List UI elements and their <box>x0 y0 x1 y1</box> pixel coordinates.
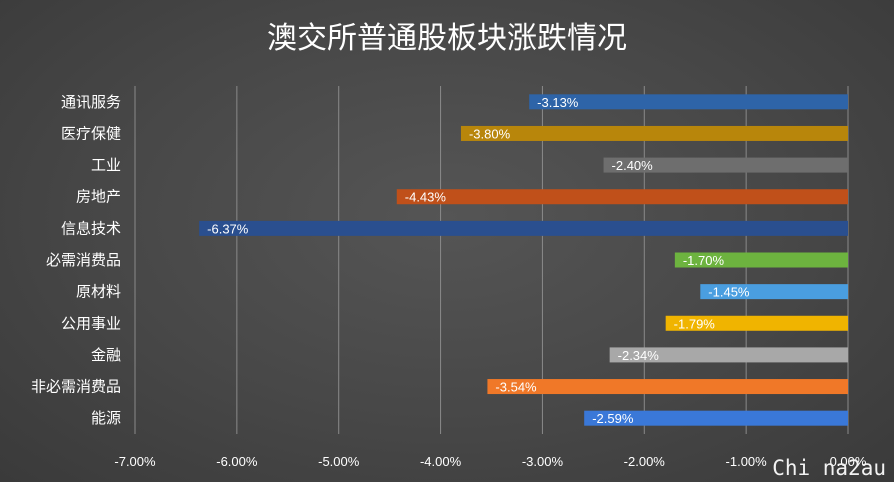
category-label: 非必需消费品 <box>31 378 121 396</box>
x-tick-label: -5.00% <box>318 454 360 469</box>
chart-title: 澳交所普通股板块涨跌情况 <box>267 21 627 56</box>
bar <box>665 315 848 331</box>
data-label: -1.45% <box>708 285 750 300</box>
bar <box>529 94 848 110</box>
category-label: 工业 <box>91 156 121 174</box>
category-label: 通讯服务 <box>61 93 121 111</box>
watermark: Chi na2au <box>772 456 886 480</box>
category-label: 信息技术 <box>61 219 121 237</box>
bar <box>700 284 848 300</box>
category-label: 房地产 <box>76 188 121 206</box>
data-label: -2.40% <box>612 158 654 173</box>
data-label: -3.13% <box>537 95 579 110</box>
x-tick-label: -1.00% <box>726 454 768 469</box>
x-tick-label: -4.00% <box>420 454 462 469</box>
data-label: -3.80% <box>469 126 511 141</box>
bar <box>460 125 848 141</box>
data-label: -1.70% <box>683 253 725 268</box>
data-label: -1.79% <box>674 316 716 331</box>
bars <box>199 94 849 426</box>
category-label: 原材料 <box>76 283 121 301</box>
category-label: 医疗保健 <box>61 124 121 142</box>
x-tick-label: -6.00% <box>216 454 258 469</box>
bar <box>396 189 848 205</box>
bar <box>609 347 848 363</box>
data-label: -3.54% <box>495 380 537 395</box>
data-label: -2.59% <box>592 411 634 426</box>
bar <box>487 379 848 395</box>
bar <box>199 220 849 236</box>
x-tick-label: -7.00% <box>114 454 156 469</box>
data-label: -4.43% <box>405 190 447 205</box>
data-label: -6.37% <box>207 221 249 236</box>
x-tick-label: -2.00% <box>624 454 666 469</box>
gridlines <box>134 86 849 434</box>
category-label: 金融 <box>91 346 121 364</box>
bar <box>603 157 848 173</box>
x-tick-label: -3.00% <box>522 454 564 469</box>
bar <box>674 252 848 268</box>
data-labels: -3.13% -3.80% -2.40% -4.43% -6.37% -1.70% -1.4… <box>207 95 750 426</box>
category-label: 必需消费品 <box>46 251 121 269</box>
bar <box>584 410 848 426</box>
category-label: 公用事业 <box>61 314 121 332</box>
x-tick-label: 0.00% <box>830 454 867 469</box>
category-label: 能源 <box>91 409 121 427</box>
x-tick-labels: -7.00% -6.00% -5.00% -4.00% -3.00% -2.00% -1.0… <box>114 454 866 469</box>
data-label: -2.34% <box>618 348 660 363</box>
